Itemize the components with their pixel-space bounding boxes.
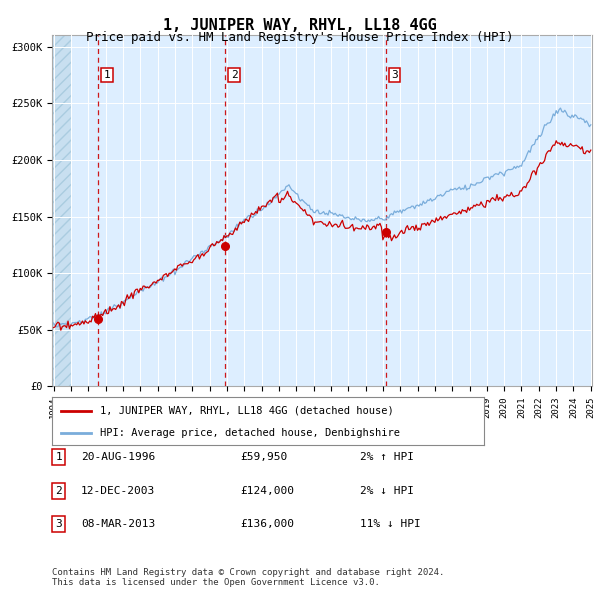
Text: 3: 3	[55, 519, 62, 529]
Text: 20-AUG-1996: 20-AUG-1996	[81, 453, 155, 462]
Text: 1: 1	[104, 70, 110, 80]
Text: £59,950: £59,950	[240, 453, 287, 462]
Text: Price paid vs. HM Land Registry's House Price Index (HPI): Price paid vs. HM Land Registry's House …	[86, 31, 514, 44]
Text: 3: 3	[391, 70, 398, 80]
Text: 2: 2	[231, 70, 238, 80]
Text: 11% ↓ HPI: 11% ↓ HPI	[360, 519, 421, 529]
Text: Contains HM Land Registry data © Crown copyright and database right 2024.
This d: Contains HM Land Registry data © Crown c…	[52, 568, 445, 587]
Text: 2% ↑ HPI: 2% ↑ HPI	[360, 453, 414, 462]
Text: £124,000: £124,000	[240, 486, 294, 496]
Text: 08-MAR-2013: 08-MAR-2013	[81, 519, 155, 529]
Text: 2: 2	[55, 486, 62, 496]
Text: 1, JUNIPER WAY, RHYL, LL18 4GG (detached house): 1, JUNIPER WAY, RHYL, LL18 4GG (detached…	[100, 405, 394, 415]
Text: HPI: Average price, detached house, Denbighshire: HPI: Average price, detached house, Denb…	[100, 428, 400, 438]
Text: 1: 1	[55, 453, 62, 462]
Text: 2% ↓ HPI: 2% ↓ HPI	[360, 486, 414, 496]
Text: 1, JUNIPER WAY, RHYL, LL18 4GG: 1, JUNIPER WAY, RHYL, LL18 4GG	[163, 18, 437, 32]
Text: 12-DEC-2003: 12-DEC-2003	[81, 486, 155, 496]
Bar	[45, 35, 73, 386]
Text: £136,000: £136,000	[240, 519, 294, 529]
